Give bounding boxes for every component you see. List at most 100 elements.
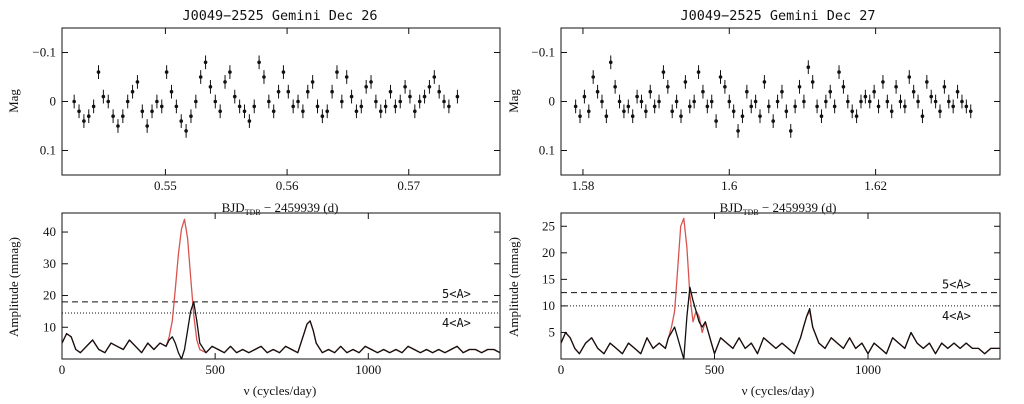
x-axis-label: BJDTDB − 2459939 (d) — [222, 200, 339, 217]
data-point — [881, 80, 885, 84]
periodogram-line-red — [61, 218, 501, 354]
data-point — [885, 99, 890, 104]
data-point — [775, 99, 780, 104]
data-point — [960, 99, 964, 104]
data-point — [276, 89, 281, 94]
data-point — [938, 109, 942, 114]
data-point — [77, 109, 81, 114]
data-point — [413, 109, 417, 114]
x-tick-label: 0 — [558, 362, 565, 377]
data-point — [203, 60, 208, 65]
data-point — [666, 85, 670, 89]
y-axis-label: Amplitude (mmag) — [506, 237, 521, 337]
y-axis-label: Mag — [6, 89, 21, 113]
data-point — [859, 99, 863, 104]
data-point — [455, 94, 460, 99]
data-point — [828, 89, 833, 94]
data-point — [111, 114, 115, 118]
data-point — [422, 94, 427, 99]
data-point — [617, 99, 622, 104]
data-point — [837, 70, 841, 74]
data-point — [286, 89, 291, 94]
plot-frame — [560, 212, 1001, 360]
data-point — [771, 119, 775, 123]
data-point — [427, 85, 432, 89]
data-point — [228, 70, 232, 74]
data-point — [780, 89, 784, 94]
plot-frame — [61, 212, 501, 360]
data-point — [437, 89, 441, 94]
data-point — [946, 99, 951, 104]
x-tick-label: 0 — [59, 362, 66, 377]
x-axis-label: BJDTDB − 2459939 (d) — [720, 200, 837, 217]
data-point — [911, 89, 916, 94]
data-point — [854, 114, 859, 118]
data-point — [727, 99, 732, 104]
y-tick-label: 20 — [43, 288, 56, 303]
data-point — [644, 109, 648, 114]
data-point — [169, 89, 174, 94]
data-point — [687, 104, 692, 109]
data-point — [354, 109, 359, 114]
data-point — [736, 129, 740, 133]
data-point — [872, 89, 876, 94]
y-tick-label: 25 — [542, 218, 555, 233]
data-point — [159, 104, 164, 109]
data-point — [116, 124, 120, 128]
data-point — [189, 114, 193, 118]
data-point — [806, 65, 811, 69]
data-point — [587, 109, 591, 114]
data-point — [315, 104, 320, 109]
data-point — [398, 99, 403, 104]
data-point — [846, 99, 850, 104]
data-point — [271, 109, 276, 114]
y-tick-label: 40 — [43, 224, 56, 239]
data-point — [876, 104, 881, 109]
data-point — [626, 104, 631, 109]
data-point — [582, 94, 587, 99]
y-axis-label: Mag — [506, 89, 521, 113]
data-point — [252, 104, 257, 109]
data-point — [942, 85, 947, 89]
data-point — [815, 104, 819, 109]
data-point — [968, 109, 973, 114]
data-point — [184, 129, 188, 133]
data-point — [393, 104, 398, 109]
periodogram-panel-dec27: Amplitude (mmag) ν (cycles/day) 5 10 15 20 2… — [506, 212, 1001, 398]
data-point — [657, 99, 661, 104]
threshold-5A-label: 5<A> — [942, 278, 971, 292]
x-tick-label: 0.56 — [276, 178, 299, 193]
data-point — [670, 109, 675, 114]
data-point — [613, 85, 617, 89]
data-point — [72, 99, 76, 104]
data-point — [916, 99, 920, 104]
data-point — [374, 99, 378, 104]
data-point — [330, 89, 334, 94]
data-point — [310, 80, 315, 84]
data-point — [305, 89, 310, 94]
data-point — [718, 75, 723, 79]
data-point — [810, 80, 815, 84]
x-tick-label: 1.58 — [572, 178, 595, 193]
data-point — [709, 99, 714, 104]
data-point — [964, 104, 969, 109]
data-point — [898, 99, 903, 104]
data-point — [383, 104, 388, 109]
data-point — [213, 99, 218, 104]
data-point — [903, 104, 907, 109]
y-tick-label: 0 — [549, 94, 556, 109]
x-tick-label: 0.55 — [154, 178, 177, 193]
data-point — [766, 104, 771, 109]
periodogram-line-black — [61, 301, 501, 360]
data-point — [179, 119, 184, 123]
y-axis-label: Amplitude (mmag) — [6, 237, 21, 337]
data-point — [378, 109, 383, 114]
data-point — [164, 70, 169, 74]
data-point — [218, 109, 222, 114]
y-tick-label: 0.1 — [40, 143, 56, 158]
data-point — [951, 104, 955, 109]
data-point — [749, 104, 754, 109]
data-point — [301, 109, 305, 114]
x-axis-label: ν (cycles/day) — [244, 383, 317, 398]
data-point — [578, 114, 582, 118]
